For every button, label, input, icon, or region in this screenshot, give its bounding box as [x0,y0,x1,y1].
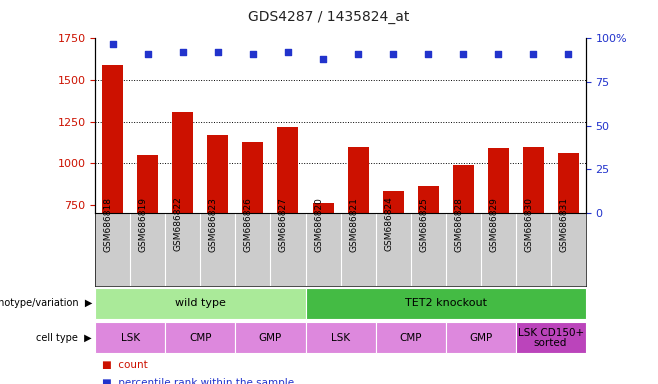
Bar [305,288,586,319]
Bar [516,323,586,353]
Point [213,49,223,55]
Point [247,51,258,57]
Bar [172,112,193,213]
Bar [207,135,228,213]
Point [493,51,503,57]
Text: CMP: CMP [190,333,212,343]
Bar [305,323,376,353]
Point [283,49,293,55]
Text: GSM686829: GSM686829 [489,197,498,252]
Text: ■  percentile rank within the sample: ■ percentile rank within the sample [102,377,294,384]
Text: GSM686827: GSM686827 [279,197,288,252]
Point [528,51,538,57]
Bar [376,323,445,353]
Text: TET2 knockout: TET2 knockout [405,298,486,308]
Text: GSM686822: GSM686822 [174,197,183,252]
Point [108,41,118,47]
Text: LSK: LSK [121,333,140,343]
Bar [488,148,509,213]
Text: GSM686821: GSM686821 [349,197,358,252]
Text: genotype/variation  ▶: genotype/variation ▶ [0,298,92,308]
Bar [347,147,368,213]
Point [353,51,363,57]
Text: ■  count: ■ count [102,360,148,370]
Bar [236,323,305,353]
Point [423,51,434,57]
Text: GSM686825: GSM686825 [419,197,428,252]
Bar [165,323,236,353]
Text: GSM686819: GSM686819 [139,197,148,252]
Bar [313,203,334,213]
Bar [418,187,439,213]
Point [388,51,398,57]
Text: LSK CD150+
sorted: LSK CD150+ sorted [518,328,584,348]
Text: GDS4287 / 1435824_at: GDS4287 / 1435824_at [248,10,410,23]
Text: cell type  ▶: cell type ▶ [36,333,92,343]
Bar [138,155,159,213]
Bar [242,142,263,213]
Bar [445,323,516,353]
Bar [278,127,299,213]
Text: wild type: wild type [175,298,226,308]
Point [458,51,468,57]
Point [563,51,573,57]
Bar [382,192,403,213]
Text: GSM686826: GSM686826 [244,197,253,252]
Bar [522,147,544,213]
Text: GSM686820: GSM686820 [314,197,323,252]
Text: GSM686823: GSM686823 [209,197,218,252]
Point [143,51,153,57]
Text: GSM686828: GSM686828 [454,197,463,252]
Point [178,49,188,55]
Bar [453,165,474,213]
Bar [557,153,578,213]
Point [318,56,328,63]
Text: GSM686824: GSM686824 [384,197,393,252]
Bar [103,65,124,213]
Text: GSM686831: GSM686831 [559,197,568,252]
Text: GSM686818: GSM686818 [104,197,113,252]
Bar [95,288,305,319]
Bar [95,323,165,353]
Text: GSM686830: GSM686830 [524,197,533,252]
Text: LSK: LSK [331,333,350,343]
Text: GMP: GMP [259,333,282,343]
Text: GMP: GMP [469,333,492,343]
Text: CMP: CMP [399,333,422,343]
